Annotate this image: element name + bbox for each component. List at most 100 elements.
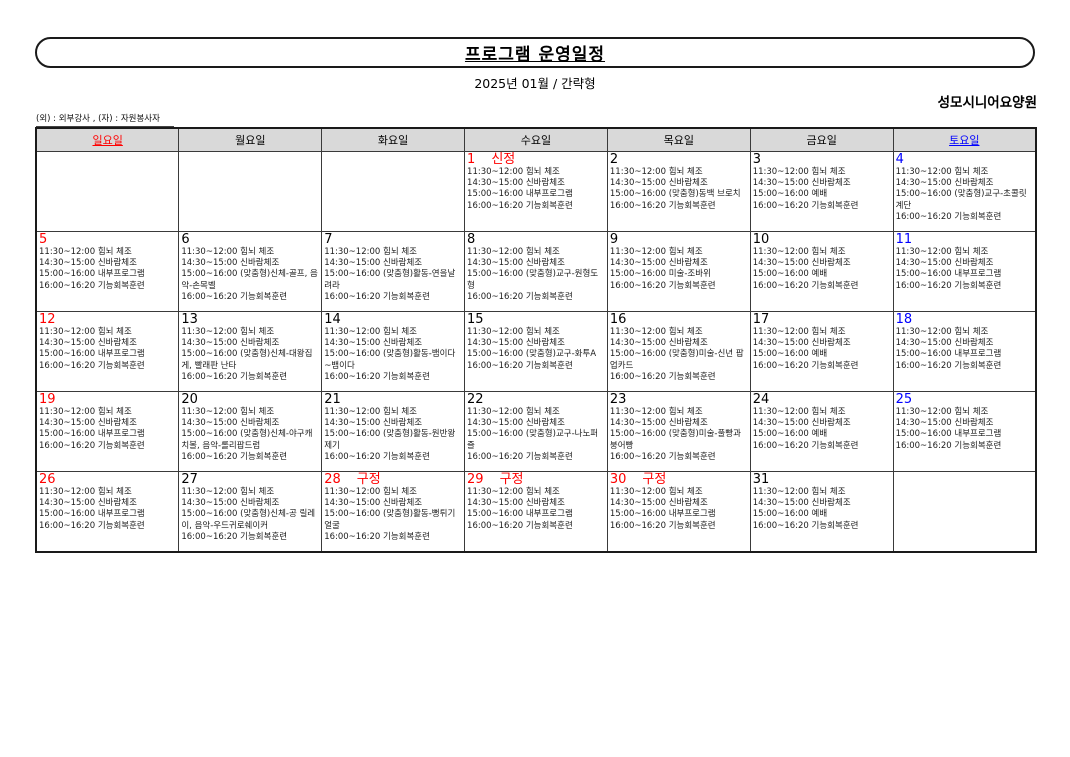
schedule-line: 16:00~16:20 기능회복훈련 — [39, 520, 145, 531]
schedule-line: 11:30~12:00 힘뇌 체조 — [39, 247, 132, 257]
day-cell-20: 20 11:30~12:00 힘뇌 체조 14:30~15:00 신바람체조 15:0… — [178, 391, 323, 472]
schedule-line: 15:00~16:00 내부프로그램 — [609, 509, 716, 520]
day-header-line: 31 — [753, 472, 891, 487]
schedule-line: 14:30~15:00 신바람체조 — [609, 418, 708, 429]
day-header-line: 14 — [324, 313, 462, 328]
schedule-line: 11:30~12:00 힘뇌 체조 — [181, 247, 275, 257]
schedule-line: 14:30~15:00 신바람체조 — [609, 498, 708, 509]
schedule-line: 14:30~15:00 신바람체조 — [752, 258, 851, 269]
calendar-week-row: 19 11:30~12:00 힘뇌 체조 14:30~15:00 신바람체조 15:0… — [35, 391, 1037, 472]
schedule-line: 11:30~12:00 힘뇌 체조 — [181, 327, 275, 337]
holiday-label: 구정 — [499, 472, 524, 487]
calendar-table: 일요일 월요일 화요일 수요일 목요일 금요일 토요일 1 신정 11:30~12:00 힘뇌 … — [35, 127, 1037, 553]
schedule-line: 16:00~16:20 기능회복훈련 — [324, 371, 430, 382]
calendar-week-row: 12 11:30~12:00 힘뇌 체조 14:30~15:00 신바람체조 15:0… — [35, 311, 1037, 392]
schedule-line: 15:00~16:00 (맞춤형)신체-야구캐치볼, 음악-롤리팝드럼 — [181, 429, 313, 451]
day-header-line: 22 — [467, 393, 605, 408]
holiday-label: 구정 — [642, 472, 667, 487]
weekday-label: 금요일 — [806, 134, 837, 147]
day-header-line: 16 — [610, 313, 748, 328]
schedule-lines: 11:30~12:00 힘뇌 체조 14:30~15:00 신바람체조 15:00~… — [467, 327, 605, 372]
day-number: 6 — [181, 232, 190, 248]
schedule-line: 15:00~16:00 (맞춤형)신체-골프, 음악-손목벨 — [181, 269, 318, 291]
schedule-line: 14:30~15:00 신바람체조 — [324, 418, 423, 429]
schedule-lines: 11:30~12:00 힘뇌 체조 14:30~15:00 신바람체조 15:00~… — [610, 487, 748, 532]
schedule-line: 11:30~12:00 힘뇌 체조 — [752, 487, 846, 497]
schedule-line: 15:00~16:00 (맞춤형)교구-나노퍼즐 — [467, 429, 599, 451]
schedule-lines: 11:30~12:00 힘뇌 체조 14:30~15:00 신바람체조 15:00~… — [753, 167, 891, 212]
day-cell-7: 7 11:30~12:00 힘뇌 체조 14:30~15:00 신바람체조 15:00… — [321, 231, 466, 312]
schedule-line: 15:00~16:00 내부프로그램 — [39, 349, 145, 360]
day-header-line: 5 — [39, 232, 176, 248]
day-header-line: 10 — [753, 233, 891, 248]
day-number: 29 — [467, 472, 484, 487]
day-cell-19: 19 11:30~12:00 힘뇌 체조 14:30~15:00 신바람체조 15:0… — [35, 391, 180, 472]
day-number: 30 — [609, 472, 627, 487]
schedule-line: 15:00~16:00 (맞춤형)교구-초콜릿계단 — [895, 189, 1027, 211]
day-header-line: 12 — [39, 313, 176, 328]
schedule-line: 16:00~16:20 기능회복훈련 — [39, 360, 145, 371]
schedule-lines: 11:30~12:00 힘뇌 체조 14:30~15:00 신바람체조 15:00~… — [39, 327, 176, 372]
schedule-lines: 11:30~12:00 힘뇌 체조 14:30~15:00 신바람체조 15:00~… — [324, 407, 462, 463]
schedule-line: 14:30~15:00 신바람체조 — [39, 418, 137, 429]
schedule-line: 15:00~16:00 내부프로그램 — [39, 269, 145, 280]
day-header-line: 29 구정 — [467, 472, 605, 487]
day-header-line: 20 — [181, 392, 319, 408]
schedule-line: 15:00~16:00 미술-조바위 — [609, 269, 711, 280]
day-number: 7 — [324, 232, 333, 248]
day-number: 8 — [467, 232, 476, 248]
schedule-line: 15:00~16:00 (맞춤형)교구-원형도형 — [467, 269, 599, 291]
schedule-line: 15:00~16:00 내부프로그램 — [895, 349, 1002, 360]
schedule-line: 16:00~16:20 기능회복훈련 — [895, 211, 1002, 222]
schedule-line: 14:30~15:00 신바람체조 — [467, 178, 565, 189]
day-number: 18 — [895, 312, 913, 328]
schedule-line: 11:30~12:00 힘뇌 체조 — [609, 167, 703, 177]
weekday-header: 목요일 — [606, 127, 751, 152]
schedule-line: 15:00~16:00 (맞춤형)활동-뻥튀기얼굴 — [324, 509, 456, 531]
day-cell-23: 23 11:30~12:00 힘뇌 체조 14:30~15:00 신바람체조 15:0… — [606, 391, 751, 472]
schedule-lines: 11:30~12:00 힘뇌 체조 14:30~15:00 신바람체조 15:00~… — [39, 407, 176, 452]
schedule-line: 16:00~16:20 기능회복훈련 — [752, 200, 859, 211]
day-cell-empty — [178, 151, 323, 232]
schedule-line: 14:30~15:00 신바람체조 — [752, 418, 851, 429]
schedule-line: 16:00~16:20 기능회복훈련 — [467, 291, 573, 302]
schedule-lines: 11:30~12:00 힘뇌 체조 14:30~15:00 신바람체조 15:00~… — [324, 487, 462, 543]
day-cell-28: 28 구정 11:30~12:00 힘뇌 체조 14:30~15:00 신바람체조 15… — [321, 471, 466, 553]
calendar-week-row: 5 11:30~12:00 힘뇌 체조 14:30~15:00 신바람체조 15:00… — [35, 231, 1037, 312]
day-number: 20 — [181, 392, 198, 408]
schedule-line: 14:30~15:00 신바람체조 — [752, 498, 851, 509]
day-cell-empty — [892, 471, 1037, 553]
schedule-line: 14:30~15:00 신바람체조 — [467, 418, 565, 429]
schedule-line: 11:30~12:00 힘뇌 체조 — [181, 407, 275, 417]
schedule-line: 11:30~12:00 힘뇌 체조 — [752, 407, 846, 417]
schedule-lines: 11:30~12:00 힘뇌 체조 14:30~15:00 신바람체조 15:00~… — [753, 247, 891, 292]
schedule-line: 16:00~16:20 기능회복훈련 — [752, 520, 859, 531]
schedule-lines: 11:30~12:00 힘뇌 체조 14:30~15:00 신바람체조 15:00~… — [467, 167, 605, 212]
day-cell-12: 12 11:30~12:00 힘뇌 체조 14:30~15:00 신바람체조 15:0… — [35, 311, 180, 392]
schedule-lines: 11:30~12:00 힘뇌 체조 14:30~15:00 신바람체조 15:00~… — [896, 327, 1033, 372]
schedule-line: 16:00~16:20 기능회복훈련 — [324, 291, 430, 302]
day-cell-11: 11 11:30~12:00 힘뇌 체조 14:30~15:00 신바람체조 15:0… — [892, 231, 1037, 312]
schedule-line: 16:00~16:20 기능회복훈련 — [609, 451, 716, 462]
schedule-line: 11:30~12:00 힘뇌 체조 — [467, 167, 560, 177]
day-number: 13 — [181, 312, 198, 328]
schedule-line: 11:30~12:00 힘뇌 체조 — [752, 247, 846, 257]
day-header-line: 7 — [324, 232, 462, 248]
day-number: 5 — [39, 232, 48, 248]
day-cell-16: 16 11:30~12:00 힘뇌 체조 14:30~15:00 신바람체조 15:0… — [606, 311, 751, 392]
schedule-lines: 11:30~12:00 힘뇌 체조 14:30~15:00 신바람체조 15:00~… — [610, 407, 748, 463]
day-cell-8: 8 11:30~12:00 힘뇌 체조 14:30~15:00 신바람체조 15:00… — [464, 231, 608, 312]
schedule-lines: 11:30~12:00 힘뇌 체조 14:30~15:00 신바람체조 15:00~… — [467, 247, 605, 303]
schedule-line: 14:30~15:00 신바람체조 — [324, 338, 423, 349]
weekday-label: 토요일 — [949, 134, 980, 147]
schedule-lines: 11:30~12:00 힘뇌 체조 14:30~15:00 신바람체조 15:00~… — [610, 247, 748, 292]
weekday-label: 월요일 — [235, 134, 266, 147]
schedule-line: 14:30~15:00 신바람체조 — [181, 498, 280, 509]
month-subtitle: 2025년 01월 / 간략형 — [474, 76, 596, 91]
schedule-line: 14:30~15:00 신바람체조 — [609, 258, 708, 269]
schedule-line: 14:30~15:00 신바람체조 — [752, 178, 851, 189]
day-number: 2 — [609, 152, 619, 168]
schedule-line: 15:00~16:00 (맞춤형)신체-공 릴레이, 음악-우드귀로쉐이커 — [181, 509, 316, 531]
schedule-line: 15:00~16:00 예배 — [752, 189, 828, 200]
weekday-header-row: 일요일 월요일 화요일 수요일 목요일 금요일 토요일 — [35, 127, 1037, 152]
